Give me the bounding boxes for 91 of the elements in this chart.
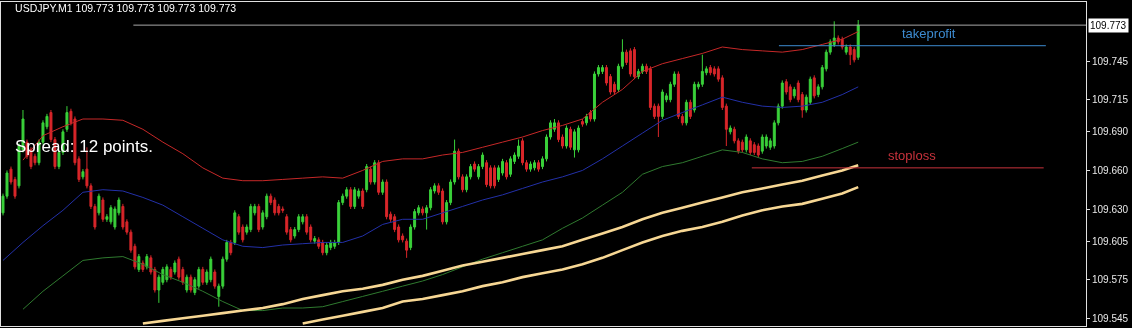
candlestick: [856, 19, 860, 61]
candlestick: [173, 259, 177, 276]
candlestick: [700, 54, 704, 88]
y-tick-label: 109.605: [1092, 235, 1129, 247]
candlestick: [353, 186, 357, 210]
candlestick: [349, 186, 353, 210]
candlestick: [325, 241, 329, 256]
candlestick: [692, 81, 696, 114]
candlestick: [792, 86, 796, 99]
candlestick: [385, 178, 389, 220]
candlestick: [844, 43, 848, 56]
candlestick: [517, 139, 520, 160]
candlestick: [377, 159, 381, 196]
candlestick: [632, 46, 636, 80]
candlestick: [97, 193, 101, 216]
candlestick: [788, 83, 792, 103]
candlestick: [369, 166, 373, 186]
candlestick: [381, 178, 385, 196]
candlestick: [313, 235, 317, 245]
candlestick: [628, 47, 632, 78]
candlestick: [441, 187, 445, 225]
candlestick: [529, 160, 532, 173]
candlestick: [533, 159, 536, 171]
line-series: [2, 86, 859, 261]
ref-line-label: takeprofit: [902, 26, 956, 41]
candlestick: [505, 159, 509, 180]
line-series: [301, 185, 860, 325]
candlestick: [572, 128, 576, 159]
candlestick: [569, 126, 572, 151]
y-tick-label: 109.630: [1092, 203, 1129, 215]
y-tick-label: 109.660: [1092, 164, 1129, 176]
candlestick: [728, 124, 732, 135]
candlestick: [812, 74, 816, 99]
candlestick: [489, 164, 493, 189]
candlestick: [421, 205, 425, 216]
candlestick: [493, 164, 497, 189]
candlestick: [249, 203, 253, 233]
candlestick: [848, 43, 852, 66]
candlestick: [688, 99, 692, 120]
candlestick: [509, 155, 513, 178]
candlestick: [600, 64, 604, 75]
ref-line-label: stoploss: [888, 148, 937, 163]
candlestick: [229, 239, 233, 256]
candlestick: [273, 196, 277, 216]
candlestick: [852, 46, 856, 63]
candlestick: [177, 256, 181, 281]
candlestick: [740, 139, 744, 153]
candlestick: [213, 268, 217, 290]
y-tick-label: 109.715: [1092, 94, 1129, 106]
candlestick: [752, 141, 756, 156]
candlestick: [165, 263, 169, 283]
candlestick: [485, 159, 489, 188]
candlestick: [201, 266, 205, 286]
y-tick-label: 109.575: [1092, 274, 1129, 286]
candlestick: [708, 64, 712, 76]
y-tick-label: 109.745: [1092, 55, 1129, 67]
candlestick: [81, 168, 85, 180]
candlestick: [257, 203, 261, 233]
candlestick: [321, 239, 325, 256]
candlestick: [537, 159, 540, 173]
candlestick: [656, 103, 660, 138]
candlestick: [233, 209, 237, 246]
candlestick: [209, 256, 213, 283]
candlestick: [565, 124, 568, 150]
y-tick-label: 109.690: [1092, 126, 1129, 138]
candlestick: [712, 65, 716, 78]
candlestick: [580, 118, 584, 128]
candlestick: [329, 239, 333, 251]
candlestick: [744, 133, 748, 153]
candlestick: [660, 88, 664, 120]
candlestick: [684, 99, 688, 126]
candlestick: [748, 137, 752, 156]
candlestick: [281, 205, 285, 214]
candlestick: [764, 133, 768, 150]
candlestick: [588, 109, 592, 123]
candlestick: [121, 203, 125, 231]
candlestick: [365, 163, 369, 193]
candlestick: [189, 274, 193, 294]
candlestick: [169, 266, 173, 281]
chart-title: USDJPY.M1 109.773 109.773 109.773 109.773: [15, 2, 237, 15]
candlestick: [760, 133, 764, 155]
candlestick: [473, 160, 477, 173]
y-tick-label: 109.545: [1092, 312, 1129, 324]
candlestick: [373, 159, 377, 186]
candlestick: [101, 196, 105, 223]
candlestick: [185, 274, 189, 294]
candlestick: [584, 113, 588, 126]
candlestick: [361, 187, 365, 210]
candlestick: [756, 142, 760, 159]
ref-line-label: 109.773: [1090, 20, 1127, 31]
line-series: [141, 163, 860, 325]
